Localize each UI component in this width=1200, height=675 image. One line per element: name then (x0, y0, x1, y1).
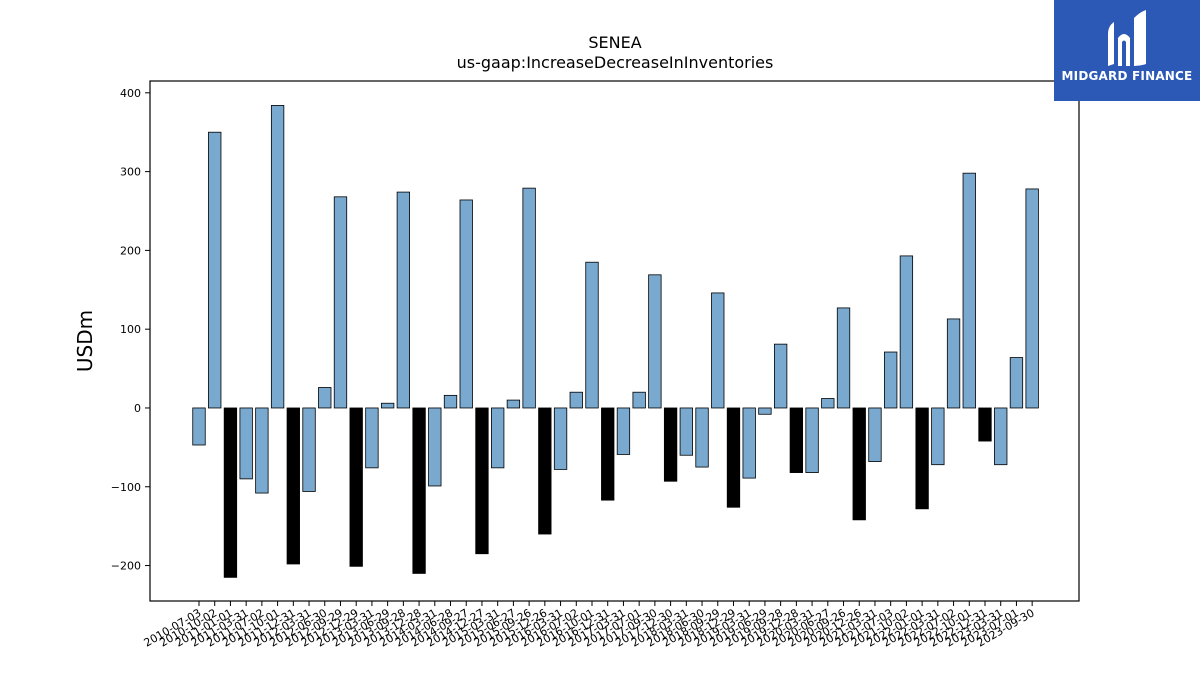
bar-2010-10-02 (208, 131, 222, 409)
bar-2017-07-01 (632, 391, 646, 409)
bar-2014-03-31 (428, 407, 442, 487)
bar-2012-12-29 (349, 407, 363, 567)
bar-2015-03-31 (491, 407, 505, 469)
bar-2013-03-31 (365, 407, 379, 469)
bar-2017-09-30 (648, 274, 662, 409)
bar-2022-07-02 (946, 318, 961, 409)
bar-2012-09-29 (333, 196, 348, 409)
bar-2020-09-26 (836, 307, 851, 409)
chart-title: SENEA (588, 33, 641, 52)
bar-2021-07-03 (884, 351, 898, 409)
bar-group (192, 105, 1039, 578)
bar-2023-03-31 (994, 407, 1008, 466)
bar-2011-01-01 (223, 407, 238, 578)
bar-2019-09-28 (773, 343, 788, 409)
y-tick-label: 400 (120, 87, 141, 100)
bar-2018-09-29 (711, 292, 725, 409)
y-tick-label: −200 (111, 560, 141, 573)
bar-2021-03-31 (868, 407, 882, 462)
bar-2016-10-01 (585, 261, 599, 409)
y-tick-label: 200 (120, 244, 141, 257)
x-axis-ticks: 2010-07-032010-10-022011-01-012011-03-31… (142, 601, 1037, 650)
bar-2022-01-01 (915, 407, 929, 510)
midgard-logo-icon (1108, 10, 1146, 66)
bar-2022-12-31 (978, 407, 992, 442)
bar-2018-12-29 (726, 407, 741, 508)
bar-2013-12-28 (412, 407, 426, 574)
bar-2010-07-03 (192, 407, 206, 446)
bar-2022-03-31 (931, 407, 945, 466)
bar-2012-03-31 (302, 407, 316, 492)
bar-2019-12-28 (789, 407, 804, 473)
bar-2013-09-28 (396, 191, 411, 409)
plot-frame (149, 80, 1080, 602)
bar-2015-12-26 (538, 407, 552, 535)
bar-2014-12-27 (475, 407, 489, 555)
y-tick-label: 0 (134, 402, 141, 415)
bar-2015-09-26 (522, 187, 536, 409)
y-axis-ticks: −200 −100 0 100 200 300 400 (111, 87, 150, 573)
bar-2016-07-02 (569, 391, 583, 409)
bar-2020-06-27 (821, 398, 835, 409)
bar-2020-03-31 (805, 407, 819, 473)
bar-2014-06-28 (443, 394, 458, 409)
bar-2022-10-01 (962, 172, 976, 409)
bar-2015-06-27 (506, 399, 521, 409)
bar-2018-06-30 (695, 407, 709, 468)
bar-2017-03-31 (616, 407, 631, 455)
bar-2019-03-31 (742, 407, 756, 479)
bar-2016-03-31 (553, 407, 568, 470)
y-tick-label: 100 (120, 323, 141, 336)
bar-2017-12-30 (663, 407, 678, 482)
bar-2011-07-02 (255, 407, 269, 494)
bar-2014-09-27 (459, 199, 473, 409)
bar-2023-07-01 (1009, 357, 1024, 409)
y-tick-label: −100 (111, 481, 141, 494)
bar-2013-06-29 (380, 402, 395, 409)
bar-2020-12-26 (852, 407, 866, 521)
bar-2016-12-31 (601, 407, 615, 501)
y-axis-label: USDm (73, 310, 97, 372)
bar-2023-09-30 (1025, 188, 1039, 409)
chart-subtitle: us-gaap:IncreaseDecreaseInInventories (457, 53, 774, 72)
bar-2012-06-30 (318, 387, 332, 409)
y-tick-label: 300 (120, 166, 141, 179)
bar-2019-06-29 (758, 407, 772, 415)
bar-2011-03-31 (239, 407, 253, 480)
brand-name: MIDGARD FINANCE (1061, 69, 1193, 83)
bar-2021-10-02 (899, 255, 914, 409)
bar-2011-12-31 (286, 407, 300, 565)
bar-2018-03-31 (679, 407, 693, 456)
brand-logo: MIDGARD FINANCE (1054, 0, 1200, 101)
bar-2011-10-01 (270, 105, 285, 409)
